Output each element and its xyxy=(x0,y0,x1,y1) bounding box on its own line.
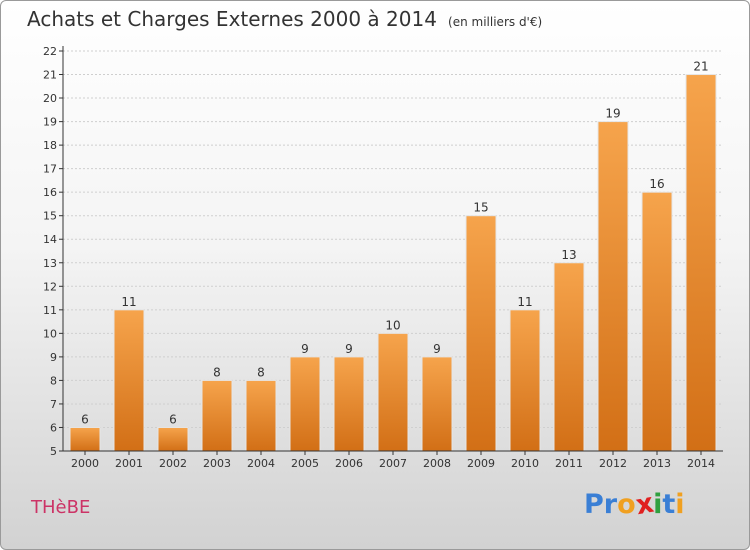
y-tick-label: 11 xyxy=(43,304,57,317)
y-tick-label: 7 xyxy=(50,398,57,411)
x-tick-label-2000: 2000 xyxy=(71,457,99,470)
bar-2014 xyxy=(685,74,717,452)
bar-2012 xyxy=(597,121,629,452)
x-tick-label-2010: 2010 xyxy=(511,457,539,470)
y-tick-label: 17 xyxy=(43,163,57,176)
x-tick-label-2004: 2004 xyxy=(247,457,275,470)
logo-letter-4: i xyxy=(653,489,663,520)
bar-2007 xyxy=(377,332,409,452)
axes xyxy=(59,46,723,455)
x-tick-label-2005: 2005 xyxy=(291,457,319,470)
y-tick-label: 9 xyxy=(50,351,57,364)
y-tick-label: 16 xyxy=(43,186,57,199)
x-tick-label-2003: 2003 xyxy=(203,457,231,470)
y-tick-label: 5 xyxy=(50,445,57,458)
proxiti-logo: Proxiti xyxy=(584,488,685,522)
bar-2009 xyxy=(465,215,497,452)
y-tick-label: 14 xyxy=(43,233,57,246)
y-tick-label: 18 xyxy=(43,139,57,152)
value-label-2014: 21 xyxy=(693,60,708,74)
value-label-2003: 8 xyxy=(213,365,221,379)
x-tick-label-2001: 2001 xyxy=(115,457,143,470)
x-tick-label-2007: 2007 xyxy=(379,457,407,470)
value-label-2007: 10 xyxy=(385,318,400,332)
bars xyxy=(69,74,717,452)
value-label-2002: 6 xyxy=(169,412,177,426)
bar-2008 xyxy=(421,356,453,452)
value-label-2008: 9 xyxy=(433,342,441,356)
value-label-2001: 11 xyxy=(121,295,136,309)
value-label-2011: 13 xyxy=(561,248,576,262)
bar-2001 xyxy=(113,309,145,452)
bar-2011 xyxy=(553,262,585,452)
x-tick-label-2002: 2002 xyxy=(159,457,187,470)
x-tick-label-2006: 2006 xyxy=(335,457,363,470)
value-label-2005: 9 xyxy=(301,342,309,356)
bar-2003 xyxy=(201,379,233,452)
x-tick-label-2008: 2008 xyxy=(423,457,451,470)
bar-2002 xyxy=(157,426,189,452)
value-label-2012: 19 xyxy=(605,107,620,121)
logo-letter-0: P xyxy=(584,489,604,520)
value-label-2000: 6 xyxy=(81,412,89,426)
value-label-2009: 15 xyxy=(473,201,488,215)
bar-2000 xyxy=(69,426,101,452)
value-label-2004: 8 xyxy=(257,365,265,379)
bar-2004 xyxy=(245,379,277,452)
y-tick-label: 15 xyxy=(43,210,57,223)
chart-title: Achats et Charges Externes 2000 à 2014 xyxy=(27,7,437,31)
y-tick-label: 20 xyxy=(43,92,57,105)
value-label-2010: 11 xyxy=(517,295,532,309)
y-tick-label: 10 xyxy=(43,327,57,340)
x-tick-label-2011: 2011 xyxy=(555,457,583,470)
bar-2006 xyxy=(333,356,365,452)
x-tick-label-2013: 2013 xyxy=(643,457,671,470)
chart-subtitle: (en milliers d'€) xyxy=(448,15,543,29)
y-tick-label: 21 xyxy=(43,69,57,82)
value-label-2013: 16 xyxy=(649,177,664,191)
y-tick-label: 6 xyxy=(50,421,57,434)
y-tick-label: 12 xyxy=(43,280,57,293)
y-tick-label: 19 xyxy=(43,116,57,129)
labels: 5 6 7 8 9 10 11 12 13 14 15 16 17 18 19 20 21 22 6 2000 11 20… xyxy=(43,45,715,470)
bar-2010 xyxy=(509,309,541,452)
bar-2005 xyxy=(289,356,321,452)
logo-letter-5: t xyxy=(662,489,676,520)
title-block: Achats et Charges Externes 2000 à 2014 (… xyxy=(27,7,542,31)
value-label-2006: 9 xyxy=(345,342,353,356)
bar-2013 xyxy=(641,191,673,452)
logo-letter-6: i xyxy=(675,489,685,520)
x-tick-label-2014: 2014 xyxy=(687,457,715,470)
logo-letter-1: r xyxy=(603,489,618,520)
y-tick-label: 13 xyxy=(43,257,57,270)
y-tick-label: 8 xyxy=(50,374,57,387)
logo-letter-2: o xyxy=(617,489,636,520)
y-tick-label: 22 xyxy=(43,45,57,58)
commune-name: THèBE xyxy=(31,497,91,518)
x-tick-label-2012: 2012 xyxy=(599,457,627,470)
x-tick-label-2009: 2009 xyxy=(467,457,495,470)
